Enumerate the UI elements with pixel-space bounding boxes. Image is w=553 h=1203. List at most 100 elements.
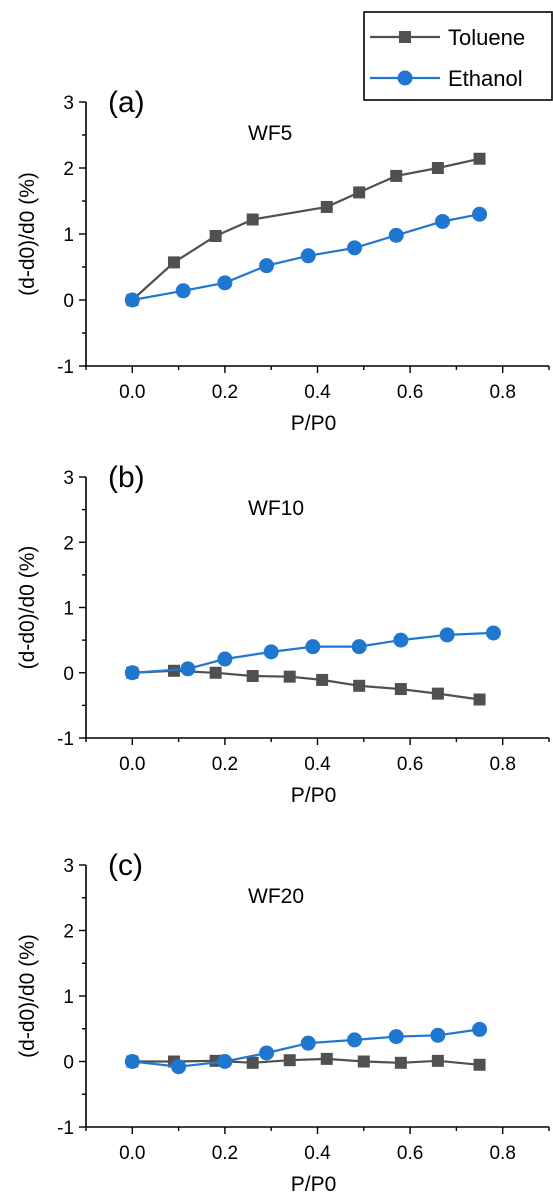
data-point-ethanol [347,240,363,256]
data-point-ethanol [259,258,275,274]
data-point-toluene [357,1055,370,1068]
data-point-ethanol [388,227,404,243]
data-point-ethanol [217,651,233,667]
data-point-ethanol [347,1032,363,1048]
y-tick-label: 0 [63,664,74,685]
x-tick-label: 0.2 [212,382,238,403]
data-point-ethanol [124,292,140,308]
chart-title: WF10 [248,497,304,520]
data-point-ethanol [180,661,196,677]
data-point-toluene [320,1052,333,1065]
data-point-ethanol [393,632,409,648]
data-point-ethanol [305,639,321,655]
y-tick-label: 1 [63,225,74,246]
data-point-ethanol [485,625,501,641]
data-point-ethanol [259,1045,275,1061]
panel-label: (b) [108,461,145,494]
data-point-toluene [316,673,329,686]
series-line-toluene [131,157,480,301]
y-axis-title: (d-d0)/d0 (%) [16,934,39,1058]
data-point-ethanol [124,1054,140,1069]
panel-label: (c) [108,849,143,882]
x-tick-label: 0.2 [212,754,238,775]
y-axis-title: (d-d0)/d0 (%) [16,546,39,670]
data-point-toluene [431,1054,444,1067]
chart-panel-wf5: -1 0 1 2 3 0.0 0.2 0.4 0.6 0.8 P/P0 (d-d0)/d0 (%) (a… [16,86,550,435]
data-point-ethanol [439,627,455,643]
data-point-ethanol [124,665,140,681]
y-tick-label: 3 [63,468,74,489]
series-toluene [126,152,486,306]
data-point-toluene [394,1056,407,1069]
legend-entry-toluene: Toluene [370,25,525,50]
x-axis-title: P/P0 [291,784,337,807]
x-tick-label: 0.2 [212,1143,238,1164]
y-tick-label: 2 [63,533,74,554]
x-tick-label: 0.8 [489,1143,515,1164]
data-point-toluene [473,693,486,706]
data-point-toluene [353,679,366,692]
data-point-toluene [283,1054,296,1067]
data-point-toluene [431,162,444,174]
y-tick-label: 3 [63,856,74,877]
data-point-toluene [246,670,259,683]
y-tick-label: 1 [63,987,74,1008]
x-tick-label: 0.8 [489,382,515,403]
x-tick-label: 0.0 [119,1143,145,1164]
legend-marker-ethanol [397,70,413,86]
x-tick-label: 0.4 [304,382,331,403]
x-tick-label: 0.4 [304,1143,331,1164]
series-ethanol [124,206,488,308]
series-line-toluene [132,1057,480,1066]
series-ethanol [124,625,501,681]
data-point-ethanol [300,1035,316,1051]
data-point-toluene [167,256,180,269]
legend-frame [363,11,553,101]
data-point-toluene [394,683,407,696]
legend: Toluene Ethanol [363,11,553,101]
y-tick-label: 2 [63,922,74,943]
data-point-toluene [353,186,366,199]
legend-label-ethanol: Ethanol [448,66,523,91]
x-axis-title: P/P0 [291,412,337,435]
data-point-toluene [390,169,403,182]
x-tick-label: 0.6 [397,754,423,775]
x-tick-label: 0.8 [489,754,515,775]
data-point-toluene [473,152,486,165]
data-point-toluene [246,1056,259,1069]
data-point-toluene [431,687,444,700]
data-point-ethanol [300,248,316,264]
y-tick-label: 3 [63,93,74,114]
chart-title: WF5 [248,122,292,145]
y-tick-label: -1 [57,729,74,750]
data-point-toluene [473,1058,486,1071]
x-tick-label: 0.6 [397,1143,423,1164]
legend-marker-toluene [399,31,411,43]
y-tick-label: -1 [57,1118,74,1139]
chart-panel-wf20: -1 0 1 2 3 0.0 0.2 0.4 0.6 0.8 P/P0 (d-d0)/d0 (%) (c… [16,849,550,1196]
chart-panel-wf10: -1 0 1 2 3 0.0 0.2 0.4 0.6 0.8 P/P0 (d-d0)/d0 (%) (b… [16,461,550,807]
series-ethanol [124,1021,488,1075]
data-point-ethanol [430,1027,446,1043]
data-point-ethanol [175,283,191,299]
y-tick-label: -1 [57,357,74,378]
x-tick-label: 0.4 [304,754,331,775]
y-tick-label: 1 [63,599,74,620]
data-point-ethanol [263,644,279,660]
y-tick-label: 2 [63,159,74,180]
data-point-toluene [320,200,333,213]
y-axis-title: (d-d0)/d0 (%) [16,172,39,296]
panel-label: (a) [108,86,145,119]
x-tick-label: 0.0 [119,382,145,403]
data-point-toluene [209,229,222,242]
series-toluene [126,664,486,706]
data-point-ethanol [171,1059,187,1075]
series-line-toluene [132,669,480,701]
legend-entry-ethanol: Ethanol [370,66,523,91]
y-tick-label: 0 [63,1053,74,1074]
chart-title: WF20 [248,885,304,908]
data-point-toluene [209,666,222,679]
x-tick-label: 0.0 [119,754,145,775]
data-point-ethanol [472,1021,488,1037]
